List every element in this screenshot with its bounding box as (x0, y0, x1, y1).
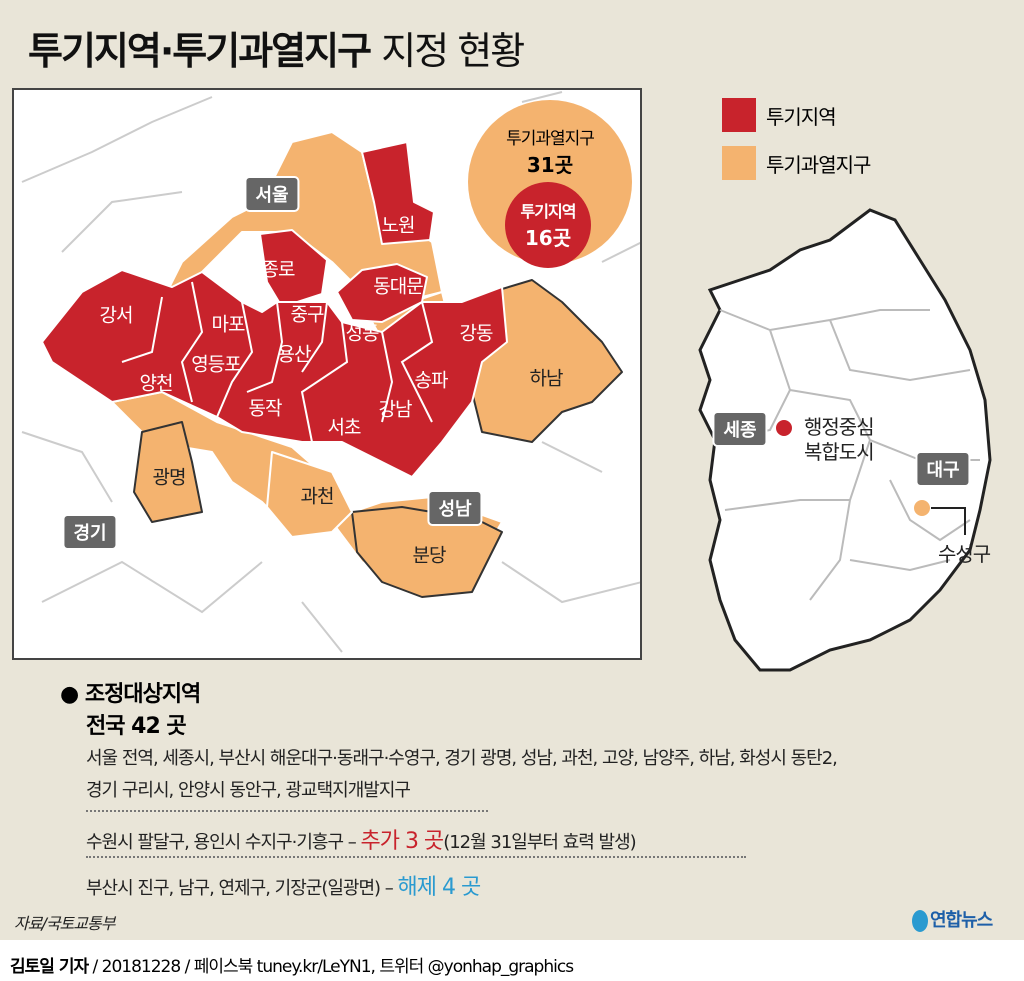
district-dongdaemun (336, 263, 428, 323)
suseong-label: 수성구 (938, 542, 991, 566)
badge-gyeonggi: 경기 (62, 514, 118, 550)
adjustment-list-line1: 서울 전역, 세종시, 부산시 해운대구·동래구·수영구, 경기 광명, 성남,… (86, 748, 838, 769)
source: 자료/국토교통부 (14, 914, 115, 933)
district-label-yangcheon: 양천 (139, 372, 174, 395)
sejong-label: 행정중심 복합도시 (804, 415, 875, 464)
district-gwacheon (266, 451, 353, 538)
legend-item-overheated: 투기과열지구 (722, 146, 871, 180)
badge-seongnam: 성남 (427, 490, 483, 526)
district-label-bundang: 분당 (412, 544, 447, 567)
adjustment-heading: ● 조정대상지역 (60, 682, 201, 707)
legend-label: 투기과열지구 (766, 152, 871, 177)
adjustment-list-line2: 경기 구리시, 안양시 동안구, 광교택지개발지구 (86, 780, 411, 801)
overheated-count: 31곳 (526, 153, 574, 177)
badge-sejong: 세종 (712, 411, 768, 447)
removed-line: 부산시 진구, 남구, 연제구, 기장군(일광면) – 해제 4 곳 (86, 875, 482, 900)
district-label-nowon: 노원 (381, 214, 416, 237)
district-nowon (361, 141, 435, 245)
district-label-gangdong: 강동 (459, 322, 494, 345)
badge-seoul: 서울 (244, 176, 300, 212)
divider (86, 856, 746, 858)
divider (86, 810, 488, 812)
district-label-jongno: 종로 (261, 258, 296, 281)
district-label-gangseo: 강서 (99, 304, 134, 327)
district-label-gwacheon: 과천 (300, 485, 335, 508)
legend-label: 투기지역 (766, 104, 837, 129)
district-label-junggu: 중구 (290, 303, 325, 326)
district-jongno (259, 229, 328, 308)
district-gwangmyeong (133, 421, 203, 523)
district-label-seongdong: 성동 (345, 322, 380, 345)
badge-daegu: 대구 (915, 451, 971, 487)
removed-highlight: 해제 4 곳 (397, 875, 482, 900)
overheated-label: 투기과열지구 (506, 129, 595, 149)
district-label-yeongdeungpo: 영등포 (191, 353, 241, 376)
district-label-gangnam: 강남 (378, 398, 413, 421)
speculation-count-circle: 투기지역 16곳 (505, 182, 591, 268)
suseong-marker (912, 498, 932, 518)
district-boundaries (121, 281, 434, 443)
district-label-gwangmyeong: 광명 (152, 466, 187, 489)
footer-credit: 김토일 기자 / 20181228 / 페이스북 tuney.kr/LeYN1,… (10, 957, 574, 977)
yonhap-logo: 연합뉴스 (912, 906, 993, 932)
logo-icon (912, 910, 928, 932)
background-boundaries (21, 91, 640, 653)
speculation-label: 투기지역 (520, 202, 577, 221)
suseong-leader-line (931, 507, 966, 535)
district-label-yongsan: 용산 (277, 343, 312, 366)
sejong-marker (774, 418, 794, 438)
legend: 투기지역 투기과열지구 (722, 98, 871, 194)
adjustment-total: 전국 42 곳 (86, 714, 187, 739)
legend-item-speculation: 투기지역 (722, 98, 870, 132)
district-label-dongjak: 동작 (248, 397, 283, 420)
district-label-dongdaemun: 동대문 (373, 275, 423, 298)
legend-swatch-orange (722, 146, 756, 180)
district-label-songpa: 송파 (414, 369, 449, 392)
district-bundang (351, 506, 503, 598)
legend-swatch-red (722, 98, 756, 132)
added-line: 수원시 팔달구, 용인시 수지구·기흥구 – 추가 3 곳(12월 31일부터 … (86, 829, 637, 854)
district-label-hanam: 하남 (529, 367, 564, 390)
added-highlight: 추가 3 곳 (360, 829, 444, 854)
district-label-mapo: 마포 (211, 313, 246, 336)
page-title: 투기지역·투기과열지구 지정 현황 (28, 29, 525, 73)
district-label-seocho: 서초 (327, 416, 362, 439)
speculation-count: 16곳 (524, 226, 572, 250)
south-korea-map (698, 208, 992, 672)
